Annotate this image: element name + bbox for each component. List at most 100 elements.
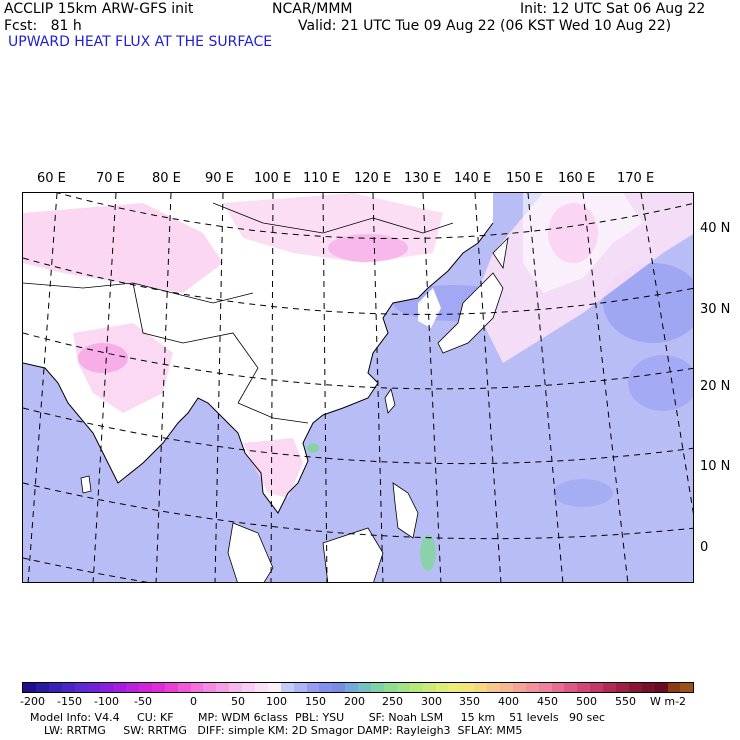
lon-label: 130 E bbox=[404, 171, 442, 186]
lat-label: 40 N bbox=[700, 221, 731, 236]
colorbar-swatch bbox=[358, 683, 372, 692]
ocean-shading bbox=[603, 263, 693, 343]
colorbar-swatch bbox=[628, 683, 642, 692]
colorbar-units: W m-2 bbox=[650, 695, 687, 708]
ocean-shading bbox=[553, 479, 613, 507]
lon-label: 160 E bbox=[558, 171, 596, 186]
colorbar-swatch bbox=[100, 683, 114, 692]
colorbar-label: 150 bbox=[305, 695, 326, 708]
lon-label: 170 E bbox=[617, 171, 655, 186]
lon-label: 80 E bbox=[152, 171, 181, 186]
heat-flux-map bbox=[22, 192, 694, 583]
sri-lanka-island bbox=[80, 475, 92, 494]
hokkaido-island bbox=[492, 236, 509, 270]
colorbar-label: -100 bbox=[94, 695, 119, 708]
colorbar-label: -50 bbox=[134, 695, 152, 708]
colorbar-swatch bbox=[577, 683, 591, 692]
colorbar-swatch bbox=[474, 683, 488, 692]
colorbar-swatch bbox=[164, 683, 178, 692]
colorbar-label: -150 bbox=[57, 695, 82, 708]
colorbar-swatch bbox=[319, 683, 333, 692]
colorbar bbox=[22, 682, 694, 693]
colorbar-label: 0 bbox=[190, 695, 197, 708]
lat-label: 30 N bbox=[700, 302, 731, 317]
india-flux-maximum bbox=[78, 343, 128, 373]
colorbar-swatch bbox=[306, 683, 320, 692]
colorbar-label: 550 bbox=[615, 695, 636, 708]
lon-label: 140 E bbox=[454, 171, 492, 186]
colorbar-swatch bbox=[126, 683, 140, 692]
forecast-hour: Fcst: 81 h bbox=[4, 18, 82, 34]
colorbar-label: 350 bbox=[459, 695, 480, 708]
init-time: Init: 12 UTC Sat 06 Aug 22 bbox=[520, 1, 706, 17]
colorbar-swatch bbox=[603, 683, 616, 692]
philippines-islands bbox=[392, 482, 419, 539]
colorbar-swatch bbox=[345, 683, 359, 692]
colorbar-swatch bbox=[396, 683, 410, 692]
colorbar-swatch bbox=[680, 683, 694, 692]
colorbar-swatch bbox=[435, 683, 449, 692]
colorbar-swatch bbox=[422, 683, 436, 692]
malay-peninsula bbox=[227, 522, 274, 582]
land-flux-maximum bbox=[328, 234, 408, 262]
colorbar-label: 400 bbox=[498, 695, 519, 708]
map-canvas bbox=[23, 193, 693, 582]
colorbar-label: 100 bbox=[266, 695, 287, 708]
colorbar-swatch bbox=[190, 683, 204, 692]
lon-label: 110 E bbox=[303, 171, 341, 186]
colorbar-swatch bbox=[151, 683, 165, 692]
colorbar-swatch bbox=[654, 683, 668, 692]
border-line bbox=[23, 282, 254, 304]
colorbar-swatch bbox=[293, 683, 307, 692]
colorbar-swatch bbox=[177, 683, 191, 692]
korea-peninsula bbox=[418, 288, 441, 328]
colorbar-swatch bbox=[564, 683, 578, 692]
colorbar-swatch bbox=[242, 683, 256, 692]
lat-label: 20 N bbox=[700, 379, 731, 394]
colorbar-swatch bbox=[74, 683, 88, 692]
colorbar-swatch bbox=[255, 683, 268, 692]
colorbar-label: 300 bbox=[421, 695, 442, 708]
japan-islands bbox=[437, 272, 504, 354]
colorbar-swatch bbox=[216, 683, 230, 692]
colorbar-swatch bbox=[371, 683, 384, 692]
colorbar-swatch bbox=[409, 683, 423, 692]
colorbar-swatch bbox=[641, 683, 655, 692]
colorbar-swatch bbox=[461, 683, 475, 692]
colorbar-swatch bbox=[551, 683, 565, 692]
colorbar-swatch bbox=[667, 683, 681, 692]
border-line bbox=[237, 402, 309, 424]
border-line bbox=[132, 282, 259, 404]
taiwan-island bbox=[384, 388, 396, 414]
borneo-island bbox=[322, 527, 384, 582]
graticule bbox=[23, 193, 693, 582]
colorbar-swatch bbox=[487, 683, 500, 692]
organization-label: NCAR/MMM bbox=[272, 1, 353, 17]
colorbar-swatch bbox=[23, 683, 36, 692]
colorbar-label: 500 bbox=[576, 695, 597, 708]
land-flux-pink bbox=[23, 203, 223, 293]
border-line bbox=[212, 202, 454, 234]
colorbar-swatch bbox=[512, 683, 526, 692]
colorbar-swatch bbox=[48, 683, 62, 692]
colorbar-label: 50 bbox=[231, 695, 245, 708]
colorbar-label: 200 bbox=[344, 695, 365, 708]
colorbar-swatch bbox=[203, 683, 217, 692]
colorbar-swatch bbox=[332, 683, 346, 692]
colorbar-swatch bbox=[499, 683, 513, 692]
tropical-flux-patch bbox=[420, 535, 436, 571]
colorbar-swatch bbox=[139, 683, 152, 692]
indochina-flux bbox=[243, 438, 303, 498]
colorbar-swatch bbox=[267, 683, 281, 692]
ocean-shading bbox=[628, 355, 693, 411]
lat-label: 10 N bbox=[700, 459, 731, 474]
lon-label: 90 E bbox=[205, 171, 234, 186]
lon-label: 120 E bbox=[354, 171, 392, 186]
pacific-light-area bbox=[523, 193, 643, 293]
physics-info-line: LW: RRTMG SW: RRTMG DIFF: simple KM: 2D … bbox=[44, 724, 523, 737]
lon-label: 150 E bbox=[506, 171, 544, 186]
colorbar-label: -200 bbox=[20, 695, 45, 708]
model-info-line: Model Info: V4.4 CU: KF MP: WDM 6class P… bbox=[30, 711, 606, 724]
model-title: ACCLIP 15km ARW-GFS init bbox=[4, 1, 194, 17]
colorbar-swatch bbox=[538, 683, 552, 692]
